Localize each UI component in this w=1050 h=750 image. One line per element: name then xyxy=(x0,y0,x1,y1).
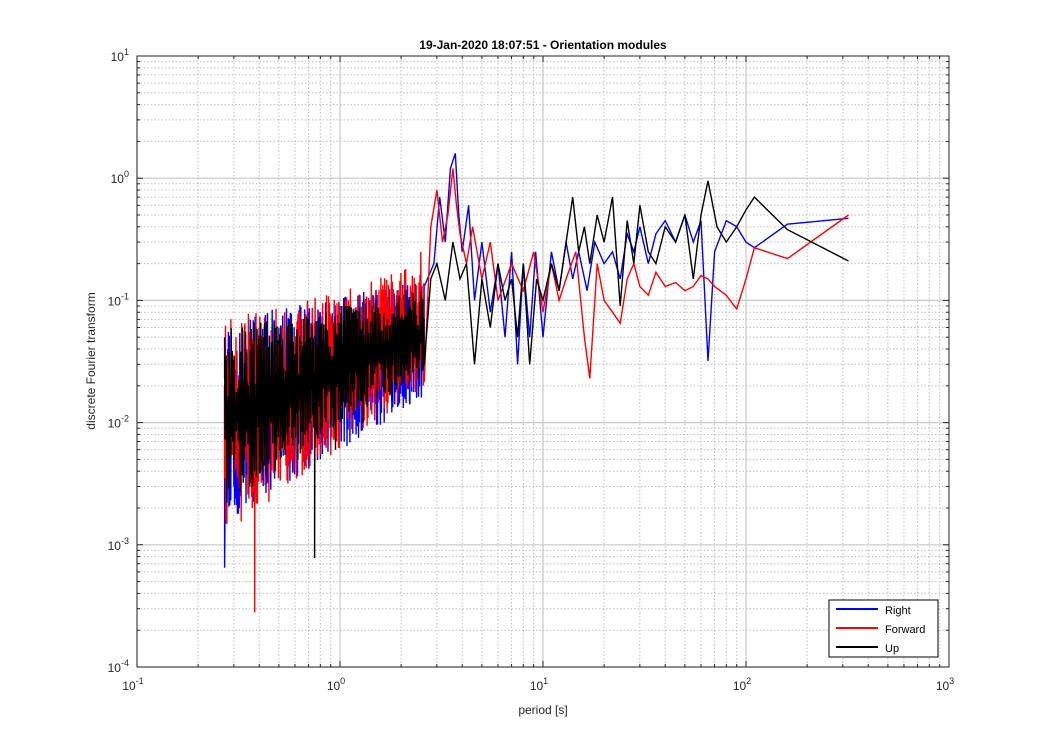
x-tick-label: 101 xyxy=(530,676,548,693)
series-layer xyxy=(223,153,849,613)
legend-label-up: Up xyxy=(885,643,899,655)
legend: Right Forward Up xyxy=(828,599,939,658)
y-tick-label: 10-1 xyxy=(108,291,129,308)
y-tick-label: 10-2 xyxy=(108,414,129,431)
y-tick-label: 101 xyxy=(111,47,129,64)
legend-label-forward: Forward xyxy=(885,624,925,636)
legend-label-right: Right xyxy=(885,605,911,617)
y-tick-label: 10-4 xyxy=(108,658,129,675)
x-tick-label: 103 xyxy=(936,676,954,693)
y-tick-label: 100 xyxy=(111,169,129,186)
x-tick-label: 100 xyxy=(327,676,345,693)
x-tick-label: 10-1 xyxy=(122,676,143,693)
y-axis-label: discrete Fourier transform xyxy=(84,292,98,429)
series-line-up xyxy=(223,180,849,559)
tick-layer: 10-1 100 101 102 103 10-4 10-3 10-2 10-1 100 101 xyxy=(108,47,955,693)
chart-title: 19-Jan-2020 18:07:51 - Orientation modul… xyxy=(419,38,667,52)
y-tick-label: 10-3 xyxy=(108,536,129,553)
x-tick-label: 102 xyxy=(733,676,751,693)
x-axis-label: period [s] xyxy=(518,703,567,717)
